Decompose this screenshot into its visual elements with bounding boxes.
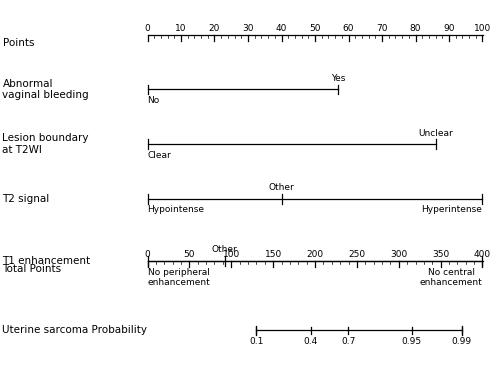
Text: Lesion boundary
at T2WI: Lesion boundary at T2WI	[2, 133, 89, 155]
Text: 150: 150	[264, 250, 281, 259]
Text: 50: 50	[184, 250, 195, 259]
Text: Yes: Yes	[332, 74, 345, 83]
Text: 80: 80	[410, 24, 421, 33]
Text: 90: 90	[443, 24, 454, 33]
Text: No: No	[148, 96, 160, 105]
Text: 400: 400	[474, 250, 491, 259]
Text: T1 enhancement: T1 enhancement	[2, 256, 90, 266]
Text: 0.4: 0.4	[304, 337, 318, 346]
Text: 100: 100	[222, 250, 240, 259]
Text: Points: Points	[2, 38, 34, 47]
Text: Total Points: Total Points	[2, 264, 62, 274]
Text: Unclear: Unclear	[418, 128, 453, 138]
Text: 200: 200	[306, 250, 324, 259]
Text: Other: Other	[268, 183, 294, 192]
Text: 0.95: 0.95	[402, 337, 422, 346]
Text: 50: 50	[309, 24, 320, 33]
Text: Uterine sarcoma Probability: Uterine sarcoma Probability	[2, 325, 148, 335]
Text: 0.7: 0.7	[341, 337, 355, 346]
Text: No central
enhancement: No central enhancement	[420, 268, 482, 287]
Text: 60: 60	[343, 24, 354, 33]
Text: T2 signal: T2 signal	[2, 194, 50, 204]
Text: 30: 30	[242, 24, 254, 33]
Text: 0: 0	[144, 250, 150, 259]
Text: Other: Other	[212, 245, 238, 254]
Text: 250: 250	[348, 250, 366, 259]
Text: 350: 350	[432, 250, 449, 259]
Text: 20: 20	[209, 24, 220, 33]
Text: Hypointense: Hypointense	[148, 205, 204, 215]
Text: 10: 10	[176, 24, 187, 33]
Text: 100: 100	[474, 24, 491, 33]
Text: 0.99: 0.99	[452, 337, 471, 346]
Text: Clear: Clear	[148, 151, 171, 160]
Text: 70: 70	[376, 24, 388, 33]
Text: Hyperintense: Hyperintense	[422, 205, 482, 215]
Text: Abnormal
vaginal bleeding: Abnormal vaginal bleeding	[2, 78, 89, 100]
Text: 40: 40	[276, 24, 287, 33]
Text: 0: 0	[144, 24, 150, 33]
Text: 0.1: 0.1	[249, 337, 264, 346]
Text: 300: 300	[390, 250, 407, 259]
Text: No peripheral
enhancement: No peripheral enhancement	[148, 268, 210, 287]
